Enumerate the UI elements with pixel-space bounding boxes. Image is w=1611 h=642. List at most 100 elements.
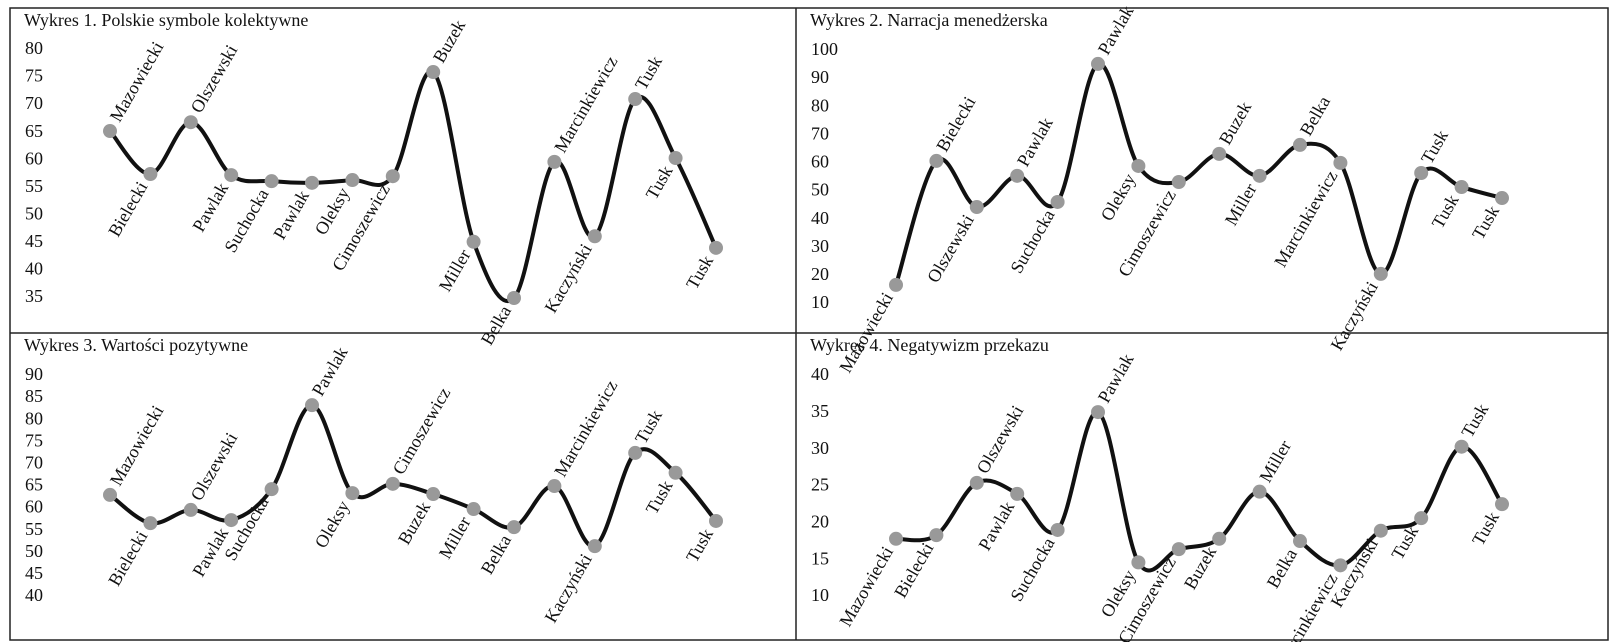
point-label: Kaczyński bbox=[1327, 535, 1382, 611]
marker bbox=[547, 154, 562, 169]
point-label: Buzek bbox=[1215, 98, 1255, 148]
point-label: Belka bbox=[477, 531, 515, 577]
y-tick-label: 40 bbox=[25, 259, 43, 279]
y-tick-label: 10 bbox=[811, 292, 829, 312]
y-tick-label: 50 bbox=[811, 180, 829, 200]
point-label: Belka bbox=[1296, 93, 1334, 139]
marker bbox=[103, 124, 117, 139]
y-tick-label: 80 bbox=[25, 408, 43, 428]
marker bbox=[1333, 155, 1348, 170]
y-tick-label: 20 bbox=[811, 264, 829, 284]
point-label: Kaczyński bbox=[541, 240, 596, 316]
frame bbox=[9, 7, 1609, 641]
marker bbox=[385, 169, 400, 184]
point-label: Olszewski bbox=[187, 429, 242, 504]
marker bbox=[969, 200, 984, 215]
point-label: Oleksy bbox=[311, 497, 354, 551]
y-tick-label: 70 bbox=[811, 123, 829, 143]
marker bbox=[709, 240, 723, 255]
marker bbox=[1454, 439, 1469, 454]
point-label: Bielecki bbox=[932, 93, 979, 155]
point-label: Mazowiecki bbox=[106, 38, 168, 125]
y-tick-label: 65 bbox=[25, 121, 43, 141]
y-tick-label: 50 bbox=[25, 203, 43, 223]
marker bbox=[264, 174, 279, 189]
point-label: Pawlak bbox=[1013, 114, 1057, 170]
y-tick-label: 75 bbox=[25, 66, 43, 86]
marker bbox=[628, 445, 643, 460]
chart-title: Wykres 2. Narracja menedżerska bbox=[810, 10, 1048, 30]
marker bbox=[1131, 158, 1146, 173]
marker bbox=[466, 234, 481, 249]
point-label: Pawlak bbox=[269, 187, 313, 243]
line bbox=[894, 61, 1503, 286]
marker bbox=[1373, 523, 1388, 538]
y-tick-label: 80 bbox=[25, 38, 43, 58]
marker bbox=[969, 475, 984, 490]
marker bbox=[183, 115, 198, 130]
marker bbox=[305, 175, 319, 190]
point-label: Bielecki bbox=[104, 527, 151, 589]
point-label: Suchocka bbox=[1006, 206, 1058, 277]
marker bbox=[1414, 511, 1429, 526]
marker bbox=[587, 229, 602, 244]
point-label: Tusk bbox=[642, 162, 677, 203]
y-tick-label: 35 bbox=[811, 401, 829, 421]
marker bbox=[1050, 194, 1065, 209]
marker bbox=[103, 487, 117, 502]
marker bbox=[1252, 484, 1267, 499]
marker bbox=[426, 65, 441, 80]
y-tick-label: 60 bbox=[811, 152, 829, 172]
y-tick-label: 70 bbox=[25, 93, 43, 113]
y-tick-label: 25 bbox=[811, 475, 829, 495]
marker bbox=[889, 277, 903, 292]
point-label: Miller bbox=[435, 246, 475, 295]
point-label: Tusk bbox=[642, 477, 677, 518]
chart-title: Wykres 1. Polskie symbole kolektywne bbox=[24, 10, 308, 30]
y-tick-label: 90 bbox=[811, 67, 829, 87]
y-tick-label: 40 bbox=[811, 364, 829, 384]
marker bbox=[1293, 534, 1307, 549]
point-label: Tusk bbox=[1417, 126, 1452, 167]
point-label: Pawlak bbox=[1094, 350, 1138, 406]
marker bbox=[547, 479, 562, 494]
point-label: Cimoszewicz bbox=[389, 384, 455, 478]
point-label: Tusk bbox=[682, 525, 717, 566]
marker bbox=[668, 151, 683, 166]
point-label: Bielecki bbox=[104, 178, 151, 240]
point-label: Tusk bbox=[1468, 202, 1503, 243]
y-tick-label: 100 bbox=[811, 39, 838, 59]
chart-title: Wykres 4. Negatywizm przekazu bbox=[810, 335, 1049, 355]
marker bbox=[1333, 558, 1348, 573]
marker bbox=[224, 513, 239, 528]
point-label: Bielecki bbox=[890, 539, 937, 601]
marker bbox=[1373, 266, 1388, 281]
marker bbox=[224, 168, 239, 183]
y-tick-label: 30 bbox=[811, 236, 829, 256]
y-tick-label: 45 bbox=[25, 231, 43, 251]
point-label: Tusk bbox=[631, 52, 666, 93]
point-label: Pawlak bbox=[1094, 2, 1138, 58]
point-label: Miller bbox=[435, 513, 475, 562]
marker bbox=[1091, 405, 1105, 420]
point-label: Mazowiecki bbox=[835, 543, 897, 630]
y-tick-label: 40 bbox=[25, 585, 43, 605]
point-label: Suchocka bbox=[1006, 534, 1058, 605]
point-label: Belka bbox=[477, 302, 515, 348]
point-label: Tusk bbox=[1428, 191, 1463, 232]
point-label: Kaczyński bbox=[541, 550, 596, 626]
y-tick-label: 35 bbox=[25, 286, 43, 306]
point-label: Marcinkiewicz bbox=[550, 377, 621, 480]
marker bbox=[183, 502, 198, 517]
point-label: Olszewski bbox=[973, 402, 1028, 477]
marker bbox=[1010, 168, 1025, 183]
marker bbox=[1495, 497, 1509, 512]
y-tick-label: 40 bbox=[811, 208, 829, 228]
point-label: Tusk bbox=[1457, 400, 1492, 441]
marker bbox=[587, 539, 602, 554]
y-tick-label: 55 bbox=[25, 176, 43, 196]
chart-title: Wykres 3. Wartości pozytywne bbox=[24, 335, 248, 355]
point-label: Pawlak bbox=[188, 179, 232, 235]
marker bbox=[345, 173, 360, 188]
